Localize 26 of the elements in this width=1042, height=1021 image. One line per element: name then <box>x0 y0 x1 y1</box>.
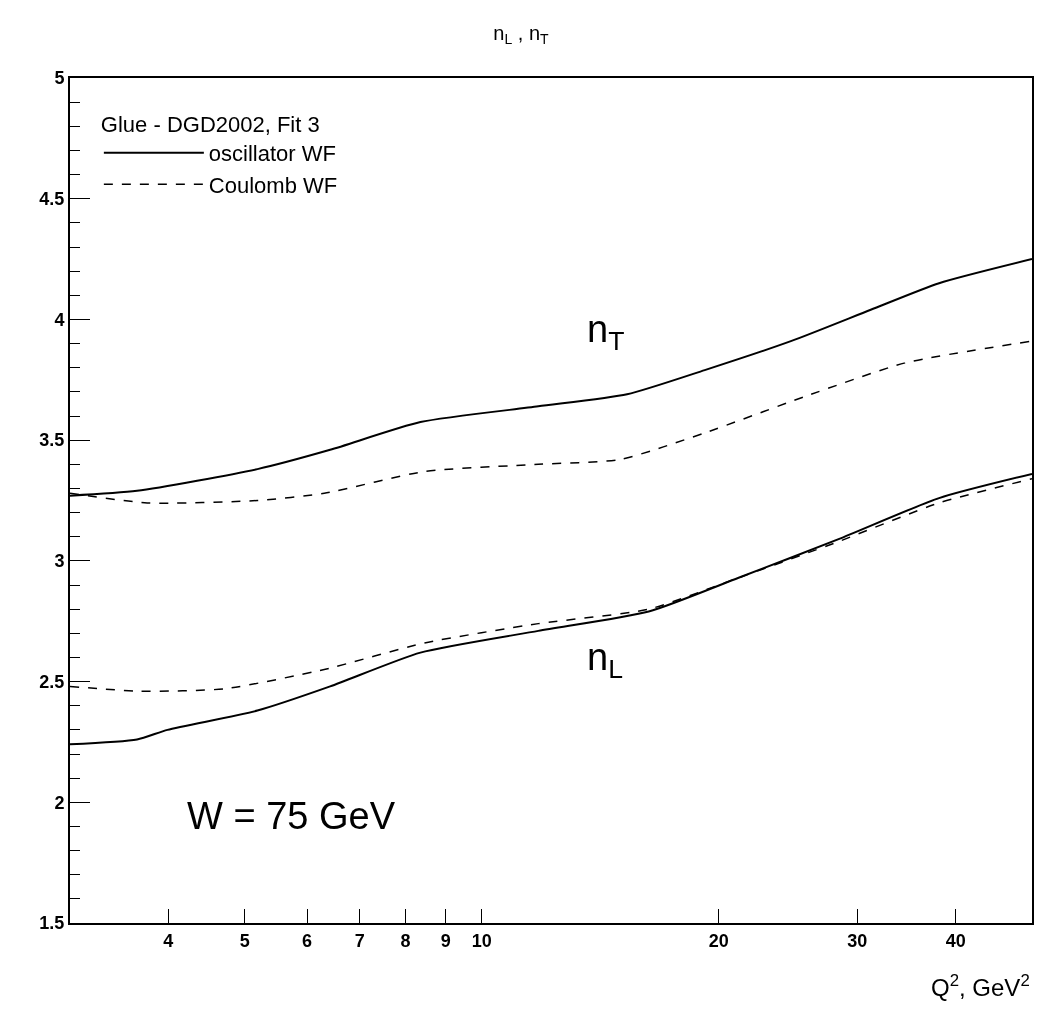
x-tick-label: 9 <box>440 930 451 951</box>
y-tick-label: 5 <box>54 68 65 89</box>
x-axis-title: Q$^{2}$, GeV$^{2}$ <box>931 971 1030 1002</box>
y-tick-label: 3 <box>54 551 65 572</box>
annotation: n$_{L}$ <box>587 636 623 684</box>
y-tick-label: 2 <box>54 792 65 813</box>
y-tick-label: 1.5 <box>39 913 65 934</box>
x-tick-label: 6 <box>302 930 313 951</box>
chart-title: n$_{L}$ , n$_{T}$ <box>493 21 550 47</box>
x-tick-label: 8 <box>400 930 411 951</box>
annotation: W = 75 GeV <box>187 795 396 837</box>
y-tick-label: 4 <box>54 309 65 330</box>
y-tick-label: 4.5 <box>39 189 65 210</box>
x-tick-label: 30 <box>847 930 868 951</box>
legend-label: Coulomb WF <box>208 172 338 198</box>
x-tick-label: 7 <box>354 930 365 951</box>
y-tick-label: 2.5 <box>39 671 65 692</box>
y-tick-label: 3.5 <box>39 430 65 451</box>
annotation: n$_{T}$ <box>587 308 625 356</box>
x-tick-label: 10 <box>471 930 492 951</box>
x-tick-label: 5 <box>239 930 250 951</box>
x-tick-label: 20 <box>708 930 729 951</box>
legend-title: Glue - DGD2002, Fit 3 <box>100 111 320 137</box>
x-tick-label: 4 <box>163 930 174 951</box>
legend-label: oscillator WF <box>208 141 336 167</box>
x-tick-label: 40 <box>945 930 966 951</box>
